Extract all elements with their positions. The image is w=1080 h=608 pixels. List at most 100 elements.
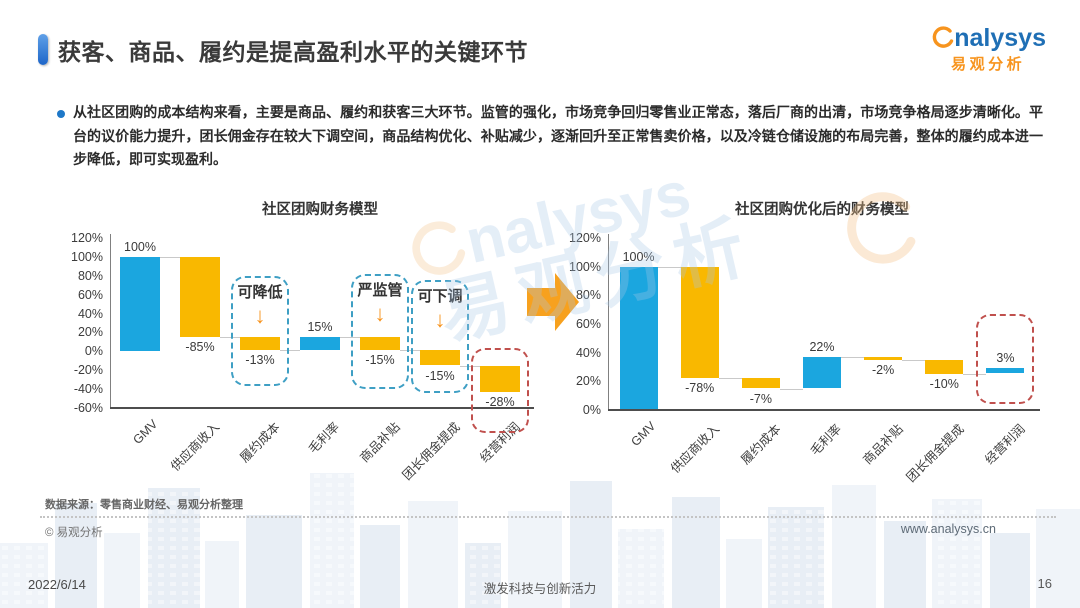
bar-value-label-supplier-revenue: -78% (685, 381, 715, 396)
bullet-dot (57, 110, 65, 118)
x-axis-line (110, 407, 534, 409)
x-axis-label-text: 供应商收入 (168, 419, 223, 474)
y-axis-tick: 20% (575, 374, 601, 389)
chart-left: 社区团购财务模型 120% 100% 80% 60% 40% 20% 0% -20% -40% -6… (55, 198, 535, 483)
footer-divider (40, 516, 1056, 518)
y-axis-tick: 60% (575, 317, 601, 331)
bar-gmv (120, 256, 160, 352)
y-axis-tick: 60% (77, 287, 103, 302)
bar-fulfillment-cost (741, 378, 780, 389)
website-url: www.analysys.cn (900, 522, 996, 536)
data-source-note: 数据来源：零售商业财经、易观分析整理 (45, 499, 243, 511)
y-axis-tick: 0% (582, 403, 601, 417)
y-axis-tick: 20% (77, 325, 103, 340)
city-skyline-graphic (0, 473, 1080, 608)
plot-area: 120% 100% 80% 60% 40% 20% 0% -20% -40% -60% 100% -8… (71, 231, 534, 483)
y-axis-tick: -60% (73, 401, 103, 415)
x-axis-label-text: 履约成本 (738, 421, 784, 468)
y-axis-tick: 40% (77, 306, 103, 321)
bar-operating-profit (480, 365, 520, 392)
bar-value-label-operating-profit: 3% (996, 351, 1015, 366)
bar-value-label-fulfillment-cost: -7% (749, 391, 772, 406)
bar-supplier-revenue (680, 266, 719, 379)
bar-gross-margin (300, 337, 340, 351)
connector-line (460, 365, 480, 367)
plot-area: 120% 100% 80% 60% 40% 20% 0% 100% -78% -7% 22% -2% -… (569, 231, 1040, 485)
bar-product-subsidy (360, 337, 400, 351)
bar-value-label-leader-commission: -15% (425, 368, 455, 383)
x-axis-label-text: GMV (628, 419, 659, 450)
y-axis-tick: 40% (575, 345, 601, 360)
bar-supplier-revenue (180, 256, 220, 338)
bar-value-label-gross-margin: 22% (809, 339, 835, 354)
bar-leader-commission (420, 350, 460, 366)
summary-paragraph: 从社区团购的成本结构来看，主要是商品、履约和获客三大环节。监管的强化，市场竞争回… (73, 104, 1043, 167)
annotation-text: 可下调 (417, 287, 463, 305)
down-arrow-icon: ↓ (254, 303, 266, 329)
connector-line (280, 350, 300, 352)
y-axis-tick: 100% (569, 259, 601, 274)
x-axis-label-text: 商品补贴 (860, 421, 906, 468)
x-axis-label-text: 商品补贴 (357, 419, 403, 466)
bar-gmv (619, 266, 658, 410)
bar-value-label-operating-profit: -28% (485, 394, 515, 409)
bar-leader-commission (925, 359, 964, 375)
page-number: 16 (1037, 576, 1052, 591)
annotation-text: 严监管 (357, 281, 403, 299)
y-axis-tick: 100% (71, 249, 103, 264)
bar-value-label-product-subsidy: -2% (872, 362, 895, 377)
chart-title: 社区团购财务模型 (262, 202, 378, 218)
x-axis-label-text: GMV (129, 417, 160, 448)
footer-slogan: 激发科技与创新活力 (483, 582, 597, 596)
down-arrow-icon: ↓ (374, 301, 386, 327)
bar-value-label-supplier-revenue: -85% (185, 340, 215, 355)
y-axis-tick: 0% (84, 344, 103, 359)
logo-brand-cn: 易观分析 (951, 56, 1026, 73)
title-accent-bar (38, 34, 48, 65)
bar-value-label-product-subsidy: -15% (365, 353, 395, 368)
transition-arrow-icon (527, 271, 579, 333)
connector-line (963, 374, 987, 376)
x-axis-label-text: 团长佣金提成 (399, 419, 463, 483)
y-axis-tick: 120% (569, 231, 601, 245)
connector-line (340, 337, 360, 339)
x-axis-label-text: 供应商收入 (668, 421, 723, 476)
bar-fulfillment-cost (240, 337, 280, 351)
y-axis-tick: -40% (73, 382, 103, 397)
chart-right: 社区团购优化后的财务模型 120% 100% 80% 60% 40% 20% 0% 100% -7… (553, 198, 1043, 485)
y-axis-tick: 80% (77, 268, 103, 283)
x-axis-label-text: 团长佣金提成 (904, 421, 968, 485)
connector-line (718, 378, 742, 380)
x-axis-label-text: 经营利润 (982, 421, 1029, 468)
y-axis-tick: -20% (73, 363, 103, 378)
connector-line (841, 356, 865, 358)
bar-value-label-fulfillment-cost: -13% (245, 353, 275, 368)
bar-value-label-gmv: 100% (124, 239, 156, 254)
connector-line (220, 337, 240, 339)
copyright-note: © 易观分析 (45, 527, 103, 539)
y-axis-line (110, 234, 111, 408)
annotation-strict-regulation: 严监管 ↓ (351, 273, 409, 390)
x-axis-label-text: 履约成本 (237, 419, 283, 466)
logo-brand-text: nalysys (954, 23, 1046, 52)
logo-swoosh-icon (932, 26, 954, 48)
analysys-logo: nalysys 易观分析 (930, 25, 1046, 74)
connector-line (902, 359, 926, 361)
slide-date: 2022/6/14 (28, 577, 86, 592)
y-axis-tick: 120% (71, 231, 103, 245)
x-axis-line (608, 409, 1040, 411)
page-title: 获客、商品、履约是提高盈利水平的关键环节 (58, 39, 528, 65)
bar-operating-profit (986, 368, 1025, 373)
bar-value-label-gross-margin: 15% (307, 320, 333, 335)
annotation-text: 可降低 (237, 283, 283, 301)
x-axis-label-text: 毛利率 (306, 419, 343, 457)
annotation-adjustable-down: 可下调 ↓ (411, 279, 469, 393)
bar-value-label-leader-commission: -10% (929, 377, 959, 392)
annotation-operating-profit-highlight (976, 313, 1035, 405)
connector-line (779, 388, 803, 390)
bar-gross-margin (803, 356, 841, 389)
y-axis-tick: 80% (575, 288, 601, 303)
y-axis-line (608, 234, 609, 410)
connector-line (400, 350, 420, 352)
